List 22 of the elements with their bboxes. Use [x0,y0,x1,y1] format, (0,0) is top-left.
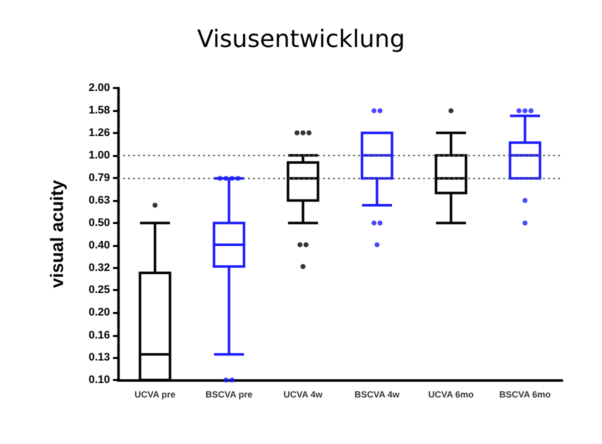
x-tick-label: BSCVA pre [205,390,253,400]
x-tick-label: UCVA 4w [283,390,324,400]
y-tick-label: 0.32 [88,262,110,274]
y-tick-label: 0.25 [88,284,110,296]
y-tick-label: 0.63 [88,194,110,206]
x-tick-label: UCVA pre [134,390,176,400]
x-tick-label: BSCVA 6mo [499,390,552,400]
y-tick-label: 1.58 [88,104,110,116]
y-tick-label: 0.13 [88,351,110,364]
y-tick-label: 0.50 [88,216,110,229]
y-tick-label: 2.00 [88,82,110,94]
y-axis-title: visual acuity [47,180,67,288]
x-tick-label: BSCVA 4w [354,390,400,400]
y-tick-label: 1.26 [88,126,110,139]
chart-title: Visusentwicklung [197,25,405,53]
y-tick-label: 0.40 [88,239,110,252]
x-tick-label: UCVA 6mo [428,390,474,400]
y-tick-label: 0.16 [88,329,110,342]
y-tick-label: 0.20 [88,306,110,319]
y-tick-label: 0.10 [88,374,110,386]
y-tick-label: 0.79 [88,172,110,184]
y-tick-label: 1.00 [88,149,110,162]
